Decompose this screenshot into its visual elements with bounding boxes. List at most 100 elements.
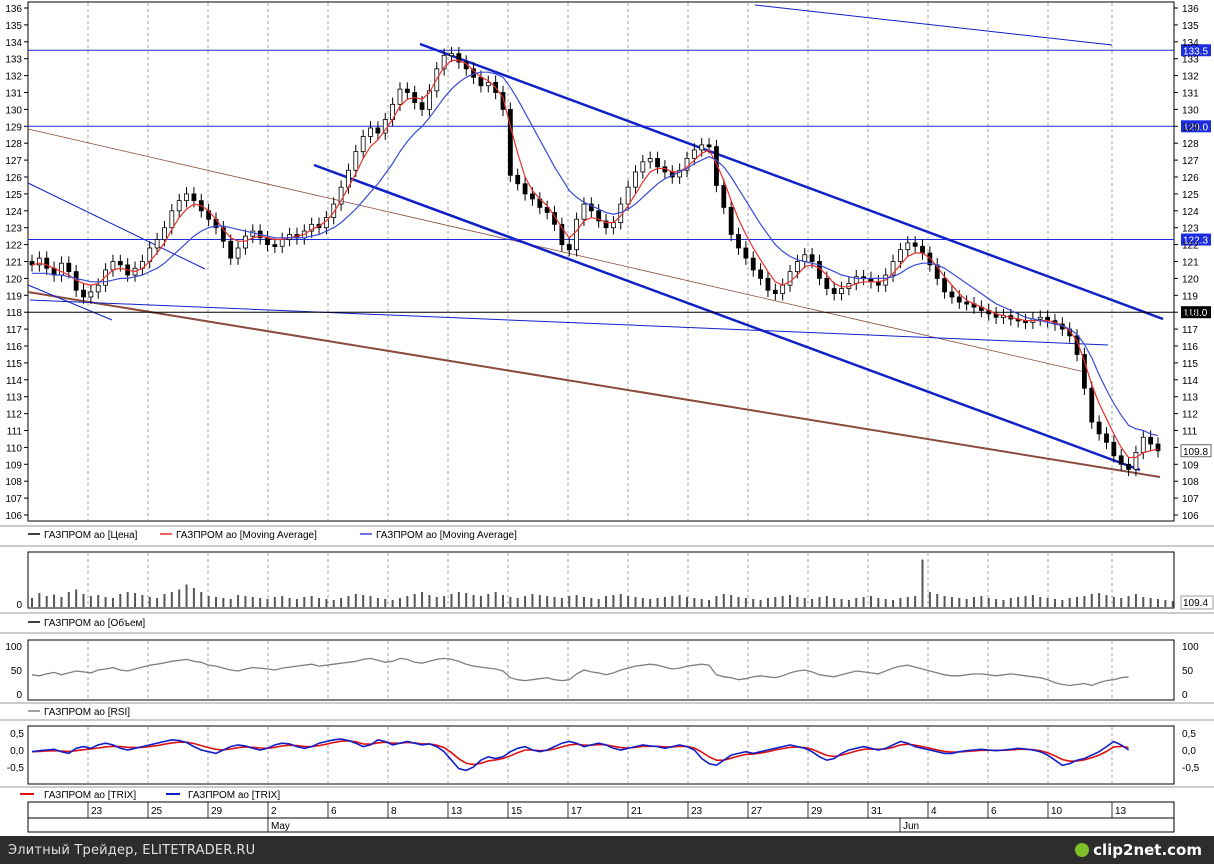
candle-body bbox=[1140, 436, 1146, 453]
volume-bar bbox=[82, 594, 85, 607]
volume-bar bbox=[318, 598, 321, 607]
volume-bar bbox=[678, 595, 681, 607]
volume-bar bbox=[1134, 594, 1137, 607]
candle-body bbox=[824, 277, 830, 289]
volume-bar bbox=[222, 598, 225, 607]
clip2net-logo[interactable]: clip2net.com bbox=[1075, 841, 1202, 859]
candle-body bbox=[640, 161, 646, 173]
volume-bar bbox=[1112, 597, 1115, 607]
volume-bar bbox=[1024, 596, 1027, 607]
volume-bar bbox=[450, 594, 453, 607]
level-tag bbox=[1181, 306, 1211, 319]
candle-body bbox=[235, 247, 241, 259]
volume-bar bbox=[340, 598, 343, 607]
candle-body bbox=[890, 261, 896, 276]
y-tick-label: 116 bbox=[6, 342, 22, 353]
rsi-tick-label: 100 bbox=[1182, 642, 1199, 653]
y-tick-label: 134 bbox=[5, 38, 22, 49]
volume-bar bbox=[1090, 594, 1093, 607]
candle-body bbox=[59, 262, 64, 276]
legend-volume: ГАЗПРОМ ао [Объем] bbox=[44, 617, 145, 629]
trix-tick-label: 0,0 bbox=[1182, 746, 1196, 757]
volume-bar bbox=[722, 594, 725, 607]
candle-body bbox=[655, 158, 660, 168]
day-label: 6 bbox=[331, 806, 337, 817]
y-tick-label: 117 bbox=[1182, 325, 1198, 336]
volume-bar bbox=[457, 592, 460, 607]
candle-body bbox=[647, 158, 653, 163]
footer-caption: Элитный Трейдер, ELITETRADER.RU bbox=[8, 843, 256, 858]
volume-bar bbox=[60, 597, 63, 607]
candle-body bbox=[588, 203, 594, 212]
y-tick-label: 120 bbox=[5, 274, 22, 285]
y-tick-label: 126 bbox=[1182, 173, 1199, 184]
legend-rsi: ГАЗПРОМ ао [RSI] bbox=[44, 707, 130, 718]
volume-bar bbox=[796, 597, 799, 607]
y-tick-label: 136 bbox=[1182, 4, 1199, 15]
candle-body bbox=[95, 284, 101, 293]
trix-lines bbox=[31, 738, 1130, 772]
volume-bar bbox=[958, 598, 961, 607]
candle-body bbox=[338, 186, 344, 205]
volume-bar bbox=[884, 599, 887, 607]
volume-bar bbox=[781, 596, 784, 607]
day-label: 15 bbox=[511, 806, 523, 817]
volume-bar bbox=[973, 597, 976, 607]
y-tick-label: 124 bbox=[5, 207, 22, 218]
volume-bar bbox=[391, 600, 394, 607]
volume-bar bbox=[605, 596, 608, 607]
rsi-tick-label: 50 bbox=[11, 666, 23, 677]
candle-body bbox=[1126, 463, 1131, 470]
volume-bar bbox=[737, 597, 740, 607]
volume-bar bbox=[1083, 596, 1086, 607]
candle-body bbox=[964, 301, 970, 305]
price-levels: 133.5 129.0 122.3 118.0 bbox=[28, 44, 1211, 319]
candle-body bbox=[353, 151, 359, 171]
candle-body bbox=[714, 146, 719, 186]
day-label: 29 bbox=[211, 806, 223, 817]
volume-bar bbox=[376, 598, 379, 607]
candle-body bbox=[706, 144, 712, 148]
level-tag bbox=[1181, 120, 1211, 133]
volume-bar bbox=[303, 597, 306, 607]
candle-body bbox=[103, 269, 108, 286]
channel-top bbox=[419, 42, 1164, 321]
volume-bar bbox=[104, 597, 107, 607]
rsi-pane bbox=[27, 639, 1175, 701]
candle-body bbox=[515, 174, 521, 185]
y-tick-label: 107 bbox=[1182, 494, 1199, 505]
volume-bar bbox=[1142, 597, 1145, 607]
volume-bar bbox=[553, 597, 556, 607]
volume-bar bbox=[325, 599, 328, 607]
y-tick-label: 109 bbox=[5, 460, 22, 471]
volume-bar bbox=[774, 597, 777, 607]
y-tick-label: 125 bbox=[5, 190, 22, 201]
y-tick-label: 130 bbox=[5, 105, 22, 116]
candle-body bbox=[1096, 421, 1102, 435]
volume-bar bbox=[700, 599, 703, 607]
candle-body bbox=[456, 53, 462, 63]
legend-ma-long: ГАЗПРОМ ао [Moving Average] bbox=[376, 530, 517, 541]
candle-body bbox=[404, 88, 410, 93]
rsi-series bbox=[31, 657, 1129, 687]
volume-bar bbox=[126, 592, 129, 607]
y-tick-label: 113 bbox=[1182, 393, 1198, 404]
candle-body bbox=[677, 169, 683, 178]
volume-bar bbox=[229, 599, 232, 607]
candle-body bbox=[750, 257, 756, 271]
candle-body bbox=[162, 227, 167, 240]
candle-body bbox=[1155, 443, 1161, 452]
volume-bar bbox=[1127, 596, 1130, 607]
volume-bar bbox=[752, 599, 755, 607]
volume-bar bbox=[980, 596, 983, 607]
y-tick-label: 106 bbox=[5, 511, 22, 522]
y-tick-label: 111 bbox=[7, 427, 23, 438]
candle-body bbox=[603, 220, 609, 229]
trix-axis: 0,5 0,5 0,0 0,0 -0,5 -0,5 bbox=[7, 729, 1200, 774]
volume-bar bbox=[906, 597, 909, 607]
candle-body bbox=[397, 88, 403, 105]
day-label: 23 bbox=[91, 806, 103, 817]
y-tick-label: 129 bbox=[5, 122, 22, 133]
y-tick-label: 116 bbox=[1182, 342, 1198, 353]
